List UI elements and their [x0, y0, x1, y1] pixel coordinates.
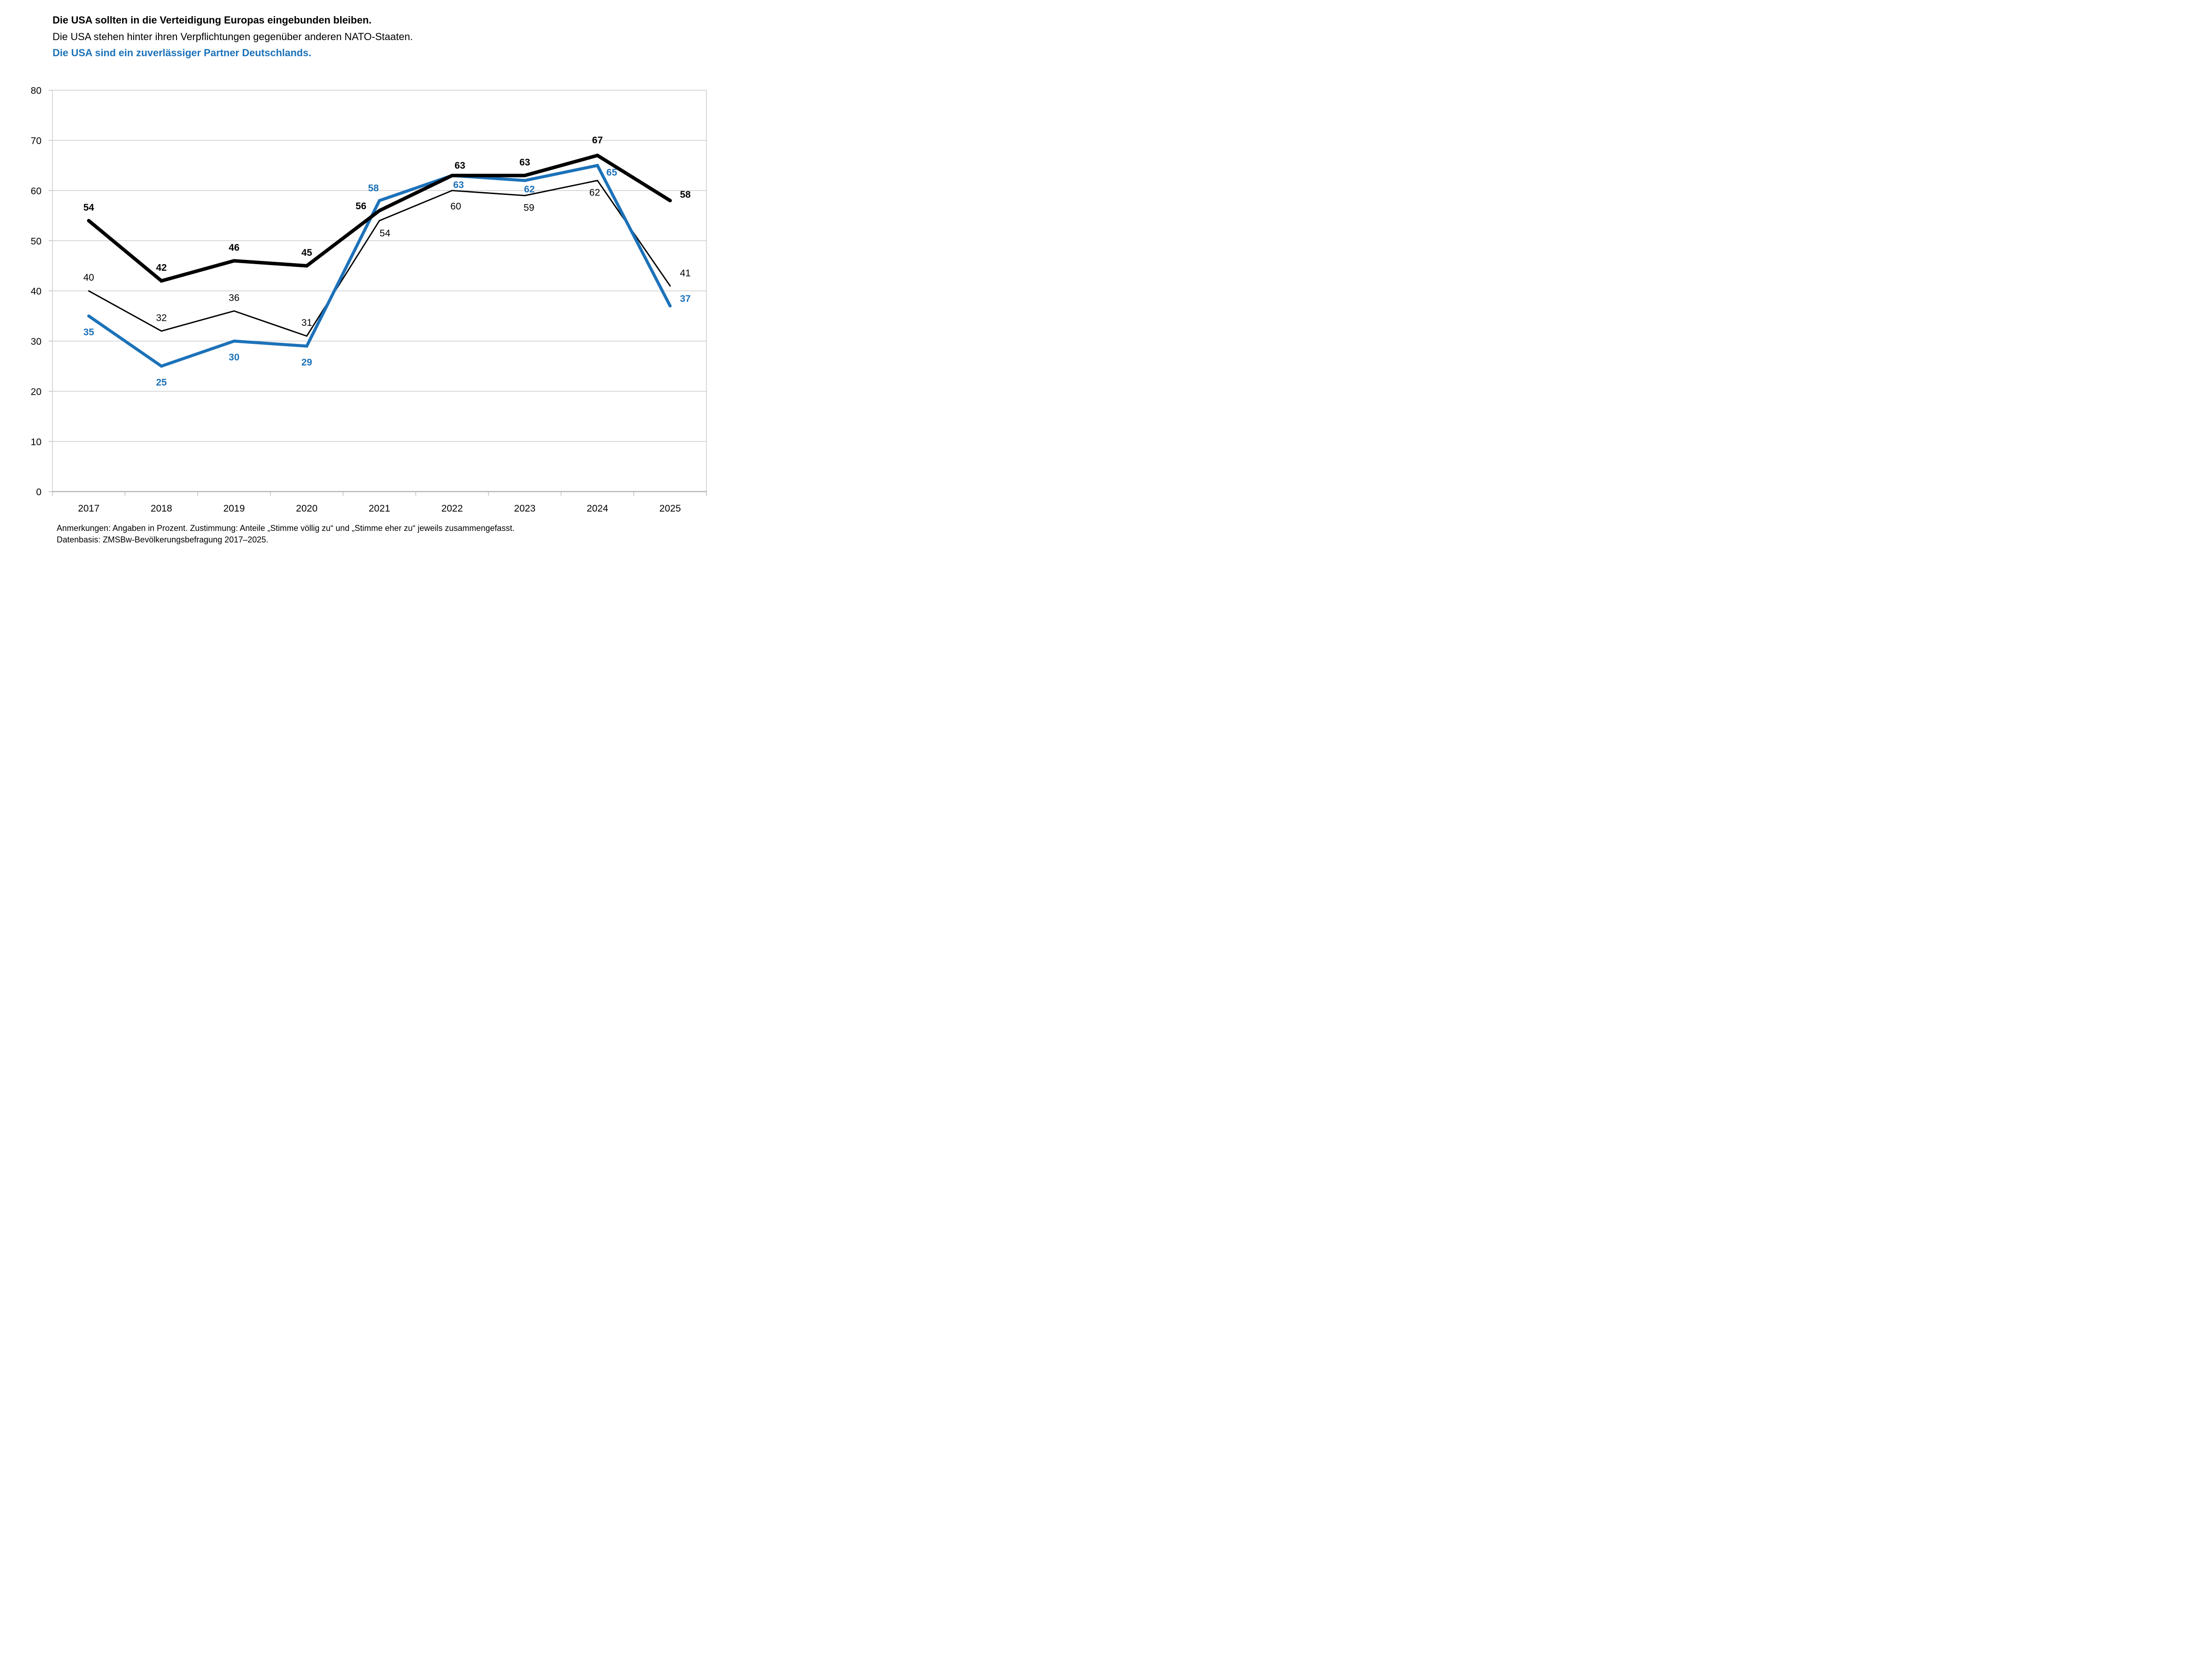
data-label-series1: 46	[229, 242, 239, 253]
series-line-1	[87, 153, 672, 283]
title-line-thick-series: Die USA sollten in die Verteidigung Euro…	[53, 14, 372, 26]
line-chart: 0 10 20 30 40 50 60 70 80 2017 2018 2019 2020 2021 202…	[31, 86, 707, 514]
chart-page: 0 10 20 30 40 50 60 70 80 2017 2018 2019 2020 2021 202…	[0, 0, 737, 552]
x-axis-label: 2020	[296, 503, 318, 514]
data-label-series2: 59	[524, 202, 534, 213]
y-axis-label: 70	[31, 136, 41, 147]
data-label-series2: 62	[589, 188, 600, 198]
data-label-series1: 54	[83, 202, 94, 213]
data-label-series3: 65	[606, 167, 618, 178]
data-label-layer: 54 42 46 45 56 63 63 67 58 40 32 36 31 54 60 59 62 41 35 25…	[83, 135, 691, 388]
data-label-series3: 30	[229, 352, 239, 363]
y-axis-label: 80	[31, 86, 41, 96]
data-label-series2: 36	[229, 293, 239, 303]
x-axis-label: 2021	[369, 503, 390, 514]
x-axis-label: 2018	[151, 503, 172, 514]
grid-layer	[52, 89, 707, 496]
series-line-3	[87, 164, 672, 368]
data-label-series3: 58	[368, 183, 379, 194]
data-label-series3: 37	[680, 294, 690, 304]
y-axis-label: 20	[31, 387, 41, 397]
footnote-data-source: Datenbasis: ZMSBw-Bevölkerungsbefragung …	[57, 535, 269, 544]
title-line-thin-series: Die USA stehen hinter ihren Verpflichtun…	[53, 30, 413, 42]
tick-layer	[48, 89, 707, 496]
footnote-annotations: Anmerkungen: Angaben in Prozent. Zustimm…	[57, 524, 515, 533]
x-axis-label: 2025	[659, 503, 681, 514]
x-axis-label: 2023	[514, 503, 535, 514]
data-label-series1: 67	[592, 135, 603, 146]
data-label-series3: 35	[83, 327, 94, 338]
data-label-series3: 25	[156, 377, 167, 388]
data-label-series1: 45	[301, 247, 312, 258]
data-label-series2: 32	[156, 312, 167, 323]
y-axis-label: 50	[31, 236, 41, 247]
x-axis-label: 2022	[441, 503, 463, 514]
y-axis-label: 0	[36, 487, 41, 498]
data-label-series1: 63	[519, 157, 530, 168]
y-axis-label: 10	[31, 437, 41, 448]
data-label-series1: 63	[454, 160, 465, 171]
data-label-series3: 29	[301, 357, 312, 368]
data-label-series3: 63	[453, 180, 464, 190]
data-label-series2: 54	[380, 228, 391, 239]
data-label-series2: 40	[83, 272, 94, 283]
x-axis-label: 2019	[224, 503, 245, 514]
x-axis-label: 2024	[587, 503, 608, 514]
series-layer	[87, 153, 672, 368]
chart-title-block: Die USA sollten in die Verteidigung Euro…	[53, 12, 413, 61]
series-line-2	[88, 180, 671, 337]
data-label-series2: 41	[680, 268, 690, 278]
data-label-series3: 62	[524, 184, 535, 195]
footnote-block: Anmerkungen: Angaben in Prozent. Zustimm…	[57, 523, 514, 545]
y-axis-label: 40	[31, 286, 41, 297]
data-label-series2: 31	[301, 318, 312, 328]
title-line-blue-series: Die USA sind ein zuverlässiger Partner D…	[53, 47, 312, 59]
y-axis-label: 60	[31, 186, 41, 196]
x-axis-label: 2017	[78, 503, 100, 514]
data-label-series1: 58	[680, 189, 691, 200]
data-label-series2: 60	[450, 201, 461, 212]
axis-label-layer: 0 10 20 30 40 50 60 70 80 2017 2018 2019 2020 2021 202…	[31, 86, 681, 514]
data-label-series1: 42	[156, 262, 167, 273]
data-label-series1: 56	[356, 201, 366, 212]
y-axis-label: 30	[31, 336, 41, 347]
